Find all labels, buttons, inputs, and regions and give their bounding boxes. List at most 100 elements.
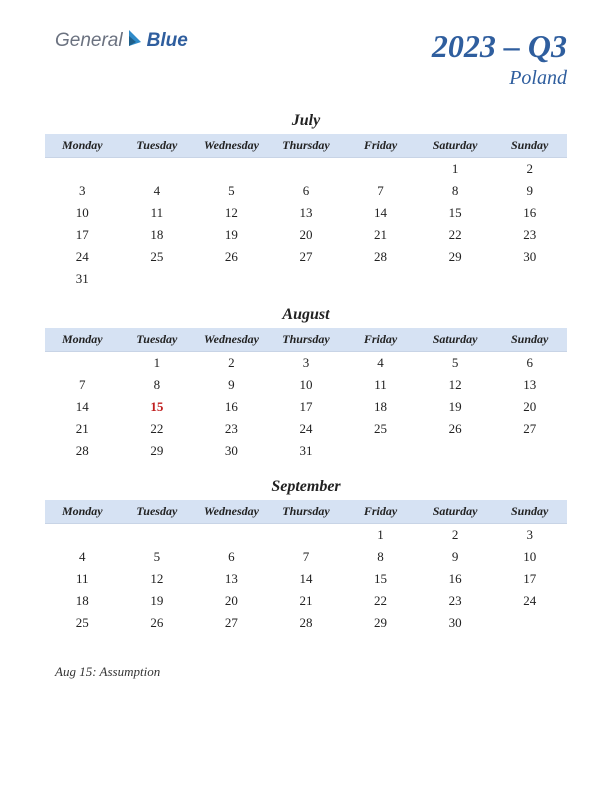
calendar-day-cell — [120, 268, 195, 290]
calendar-day-cell: 30 — [418, 612, 493, 634]
calendar-day-cell: 4 — [120, 180, 195, 202]
calendar-week-row: 78910111213 — [45, 374, 567, 396]
calendar-week-row: 10111213141516 — [45, 202, 567, 224]
calendar-day-cell: 20 — [492, 396, 567, 418]
calendar-day-cell: 28 — [45, 440, 120, 462]
calendar-day-cell: 10 — [45, 202, 120, 224]
calendar-day-cell: 11 — [45, 568, 120, 590]
calendar-day-cell — [492, 268, 567, 290]
calendar-day-cell: 3 — [269, 352, 344, 375]
calendar-day-cell — [418, 268, 493, 290]
calendar-week-row: 3456789 — [45, 180, 567, 202]
calendar-day-cell: 13 — [492, 374, 567, 396]
calendar-day-cell: 21 — [343, 224, 418, 246]
calendar-day-cell: 12 — [194, 202, 269, 224]
day-header: Thursday — [269, 134, 344, 158]
calendar-day-cell: 18 — [343, 396, 418, 418]
calendar-day-cell: 23 — [418, 590, 493, 612]
day-header: Monday — [45, 134, 120, 158]
calendar-week-row: 21222324252627 — [45, 418, 567, 440]
calendar-day-cell: 17 — [269, 396, 344, 418]
calendar-day-cell — [194, 524, 269, 547]
calendar-day-cell: 20 — [269, 224, 344, 246]
calendar-day-cell: 16 — [194, 396, 269, 418]
calendar-day-cell: 27 — [492, 418, 567, 440]
calendar-week-row: 28293031 — [45, 440, 567, 462]
calendar-day-cell: 26 — [194, 246, 269, 268]
logo-sail-icon — [127, 28, 145, 53]
calendar-week-row: 14151617181920 — [45, 396, 567, 418]
calendar-day-cell: 1 — [418, 158, 493, 181]
day-header: Friday — [343, 328, 418, 352]
calendar-day-cell: 25 — [343, 418, 418, 440]
calendar-day-cell: 17 — [45, 224, 120, 246]
calendar-day-cell: 10 — [492, 546, 567, 568]
calendar-day-cell: 15 — [343, 568, 418, 590]
calendar-day-cell: 13 — [194, 568, 269, 590]
holiday-note-line: Aug 15: Assumption — [55, 664, 557, 680]
calendar-day-cell — [45, 524, 120, 547]
calendar-day-cell — [343, 268, 418, 290]
brand-logo: General Blue — [55, 28, 188, 53]
calendar-day-cell: 25 — [45, 612, 120, 634]
calendar-day-cell: 8 — [120, 374, 195, 396]
country-name: Poland — [432, 67, 567, 90]
calendar-day-cell: 1 — [343, 524, 418, 547]
calendar-day-cell: 6 — [492, 352, 567, 375]
calendar-week-row: 12 — [45, 158, 567, 181]
calendar-day-cell: 13 — [269, 202, 344, 224]
calendar-day-cell: 3 — [492, 524, 567, 547]
calendar-week-row: 24252627282930 — [45, 246, 567, 268]
calendar-day-cell: 20 — [194, 590, 269, 612]
calendar-day-cell — [269, 268, 344, 290]
calendar-week-row: 45678910 — [45, 546, 567, 568]
calendar-day-cell: 26 — [120, 612, 195, 634]
calendar-day-cell: 1 — [120, 352, 195, 375]
calendar-day-cell: 21 — [45, 418, 120, 440]
day-header: Wednesday — [194, 134, 269, 158]
calendar-day-cell: 15 — [120, 396, 195, 418]
day-header: Monday — [45, 328, 120, 352]
calendar-day-cell: 19 — [418, 396, 493, 418]
calendar-day-cell — [120, 158, 195, 181]
header: General Blue 2023 – Q3 Poland — [0, 0, 612, 100]
calendar-day-cell: 5 — [418, 352, 493, 375]
month-block: AugustMondayTuesdayWednesdayThursdayFrid… — [45, 306, 567, 462]
calendar-day-cell: 9 — [492, 180, 567, 202]
calendar-day-cell: 9 — [418, 546, 493, 568]
calendar-day-cell: 18 — [45, 590, 120, 612]
calendar-day-cell: 27 — [194, 612, 269, 634]
calendar-day-cell: 12 — [418, 374, 493, 396]
calendar-day-cell: 14 — [269, 568, 344, 590]
day-header: Sunday — [492, 134, 567, 158]
calendar-day-cell: 27 — [269, 246, 344, 268]
calendar-day-cell: 5 — [120, 546, 195, 568]
calendar-day-cell: 19 — [120, 590, 195, 612]
calendar-day-cell: 18 — [120, 224, 195, 246]
month-title: September — [45, 478, 567, 496]
calendar-day-cell: 14 — [343, 202, 418, 224]
calendar-day-cell: 28 — [343, 246, 418, 268]
calendar-day-cell: 31 — [269, 440, 344, 462]
quarter-title: 2023 – Q3 — [432, 28, 567, 65]
day-header: Tuesday — [120, 500, 195, 524]
calendar-day-cell: 17 — [492, 568, 567, 590]
day-header: Sunday — [492, 500, 567, 524]
title-block: 2023 – Q3 Poland — [432, 28, 567, 90]
calendar-day-cell: 8 — [418, 180, 493, 202]
day-header: Tuesday — [120, 134, 195, 158]
day-header: Saturday — [418, 134, 493, 158]
day-header: Saturday — [418, 500, 493, 524]
calendar-day-cell: 9 — [194, 374, 269, 396]
calendar-day-cell: 31 — [45, 268, 120, 290]
month-title: July — [45, 112, 567, 130]
month-title: August — [45, 306, 567, 324]
calendar-week-row: 252627282930 — [45, 612, 567, 634]
calendar-day-cell: 22 — [343, 590, 418, 612]
calendar-day-cell — [418, 440, 493, 462]
day-header: Thursday — [269, 500, 344, 524]
calendar-day-cell: 21 — [269, 590, 344, 612]
calendar-week-row: 18192021222324 — [45, 590, 567, 612]
day-header: Tuesday — [120, 328, 195, 352]
month-block: SeptemberMondayTuesdayWednesdayThursdayF… — [45, 478, 567, 634]
